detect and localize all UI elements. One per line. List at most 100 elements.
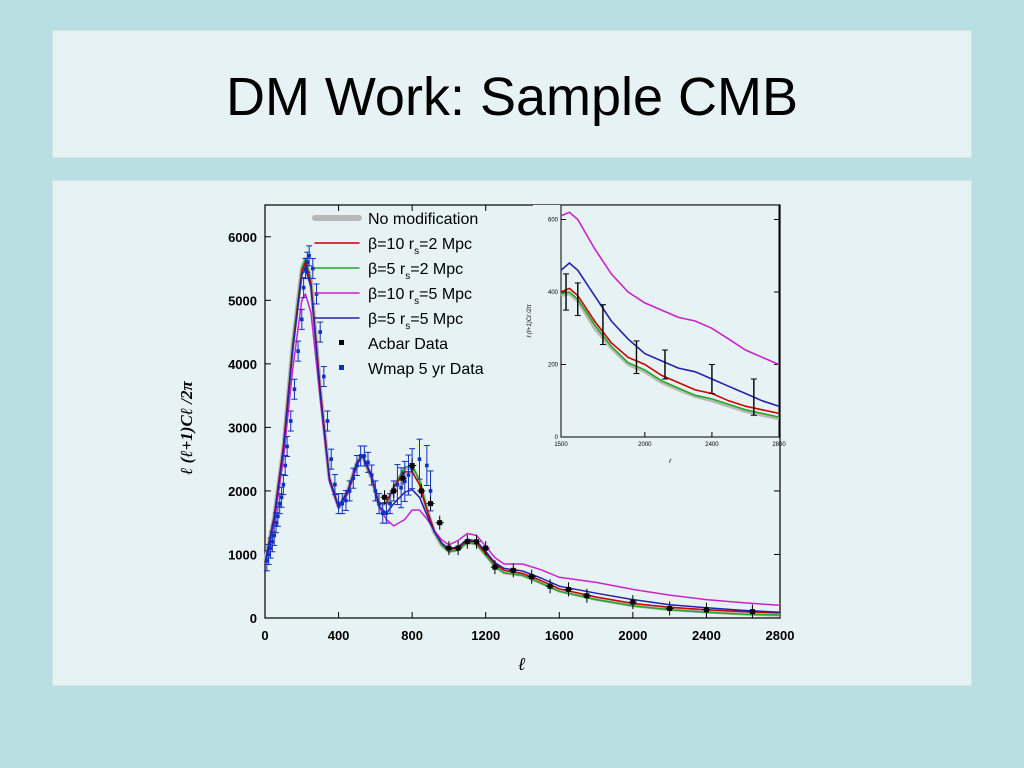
inset-y-tick-label: 200: [548, 363, 559, 369]
y-tick-label: 3000: [228, 420, 257, 435]
inset-series-line-b5r5: [560, 261, 780, 407]
acbar-point: [446, 545, 452, 551]
inset-frame: [560, 204, 780, 438]
inset-series-line-b10r2: [560, 287, 780, 415]
acbar-point: [749, 609, 755, 615]
wmap-point: [395, 482, 400, 487]
wmap-point: [274, 520, 278, 525]
wmap-point: [322, 374, 326, 379]
wmap-point: [351, 476, 356, 481]
legend-label-tail: =2 Mpc: [410, 261, 463, 278]
wmap-point: [283, 463, 288, 468]
wmap-point: [303, 266, 308, 271]
wmap-point: [402, 479, 407, 484]
acbar-point: [492, 564, 498, 570]
legend-label-text: Acbar Data: [368, 336, 448, 353]
wmap-point: [380, 511, 385, 515]
inset-x-axis-label: ℓ: [668, 458, 672, 465]
x-tick-label: 400: [328, 628, 350, 643]
wmap-point: [301, 285, 306, 290]
x-tick-label: 2400: [692, 628, 721, 643]
wmap-point: [336, 501, 341, 506]
legend-marker-acbar: [339, 340, 344, 345]
acbar-point: [437, 520, 443, 526]
wmap-point: [285, 444, 289, 449]
inset-series-line-b5r2: [560, 291, 780, 418]
inset-y-tick-label: 0: [555, 435, 559, 441]
x-tick-label: 1600: [545, 628, 574, 643]
legend-label-wmap: Wmap 5 yr Data: [368, 361, 484, 378]
acbar-point: [474, 539, 480, 545]
wmap-point: [325, 419, 330, 423]
wmap-point: [279, 495, 284, 500]
legend-marker-wmap: [339, 365, 344, 370]
legend-entry-b10r5: β=10 rs=5 Mpc: [314, 286, 472, 307]
wmap-point: [288, 419, 293, 423]
wmap-point: [369, 473, 374, 477]
y-tick-label: 4000: [228, 357, 257, 372]
inset-y-tick-label: 600: [548, 218, 559, 224]
acbar-point: [382, 494, 388, 500]
legend-label-b10r5: β=10 rs=5 Mpc: [368, 286, 472, 307]
acbar-point: [418, 488, 424, 494]
wmap-point: [318, 330, 322, 334]
wmap-point: [377, 501, 381, 506]
wmap-point: [340, 501, 345, 506]
wmap-point: [314, 292, 319, 296]
wmap-point: [305, 260, 310, 264]
wmap-point: [299, 317, 304, 322]
legend-entry-b5r5: β=5 rs=5 Mpc: [314, 311, 463, 332]
slide-title: DM Work: Sample CMB: [225, 67, 799, 127]
acbar-point: [630, 599, 636, 605]
inset-background: [533, 205, 779, 469]
legend-label-sub: s: [405, 321, 410, 332]
y-axis-label: ℓ (ℓ+1)Cℓ /2π: [177, 380, 196, 474]
x-tick-label: 800: [401, 628, 423, 643]
acbar-point: [565, 586, 571, 592]
wmap-point: [296, 349, 300, 353]
legend-label-tail: =5 Mpc: [419, 286, 472, 303]
legend-entry-acbar: Acbar Data: [339, 336, 448, 353]
main-plot-frame: [264, 204, 781, 619]
legend-label-no_mod: No modification: [368, 211, 478, 228]
y-tick-label: 0: [250, 611, 257, 626]
acbar-point: [510, 567, 516, 573]
acbar-point: [409, 463, 415, 469]
wmap-point: [358, 454, 363, 458]
x-axis-label: ℓ: [518, 654, 526, 674]
wmap-point: [268, 546, 273, 550]
y-tick-label: 1000: [228, 547, 257, 562]
wmap-point: [329, 457, 334, 461]
x-tick-label: 2000: [618, 628, 647, 643]
legend-label-acbar: Acbar Data: [368, 336, 448, 353]
legend-label-main: β=5 r: [368, 261, 406, 278]
inset-y-axis-label: ℓ (ℓ+1)Cℓ /2π: [526, 303, 533, 338]
wmap-point: [311, 266, 315, 271]
acbar-point: [428, 501, 434, 507]
inset-x-tick-label: 2000: [638, 442, 652, 448]
acbar-point: [703, 607, 709, 613]
acbar-point: [400, 475, 406, 481]
y-tick-label: 5000: [228, 293, 257, 308]
legend-label-sub: s: [414, 246, 419, 257]
acbar-point: [667, 605, 673, 611]
inset-x-tick-label: 2800: [772, 442, 786, 448]
x-tick-label: 1200: [471, 628, 500, 643]
wmap-point: [307, 254, 311, 258]
acbar-point: [483, 545, 489, 551]
inset-x-tick-label: 1500: [554, 442, 568, 448]
series-line-b5r5: [264, 267, 781, 614]
legend-label-main: β=10 r: [368, 286, 415, 303]
legend-label-sub: s: [414, 296, 419, 307]
series-line-b10r5: [264, 293, 781, 607]
y-tick-label: 6000: [228, 230, 257, 245]
legend-label-text: Wmap 5 yr Data: [368, 361, 484, 378]
wmap-point: [277, 501, 282, 506]
wmap-point: [384, 511, 389, 515]
wmap-point: [406, 473, 411, 477]
wmap-point: [281, 482, 286, 487]
inset-x-tick-label: 2400: [705, 442, 719, 448]
legend-label-main: β=5 r: [368, 311, 406, 328]
